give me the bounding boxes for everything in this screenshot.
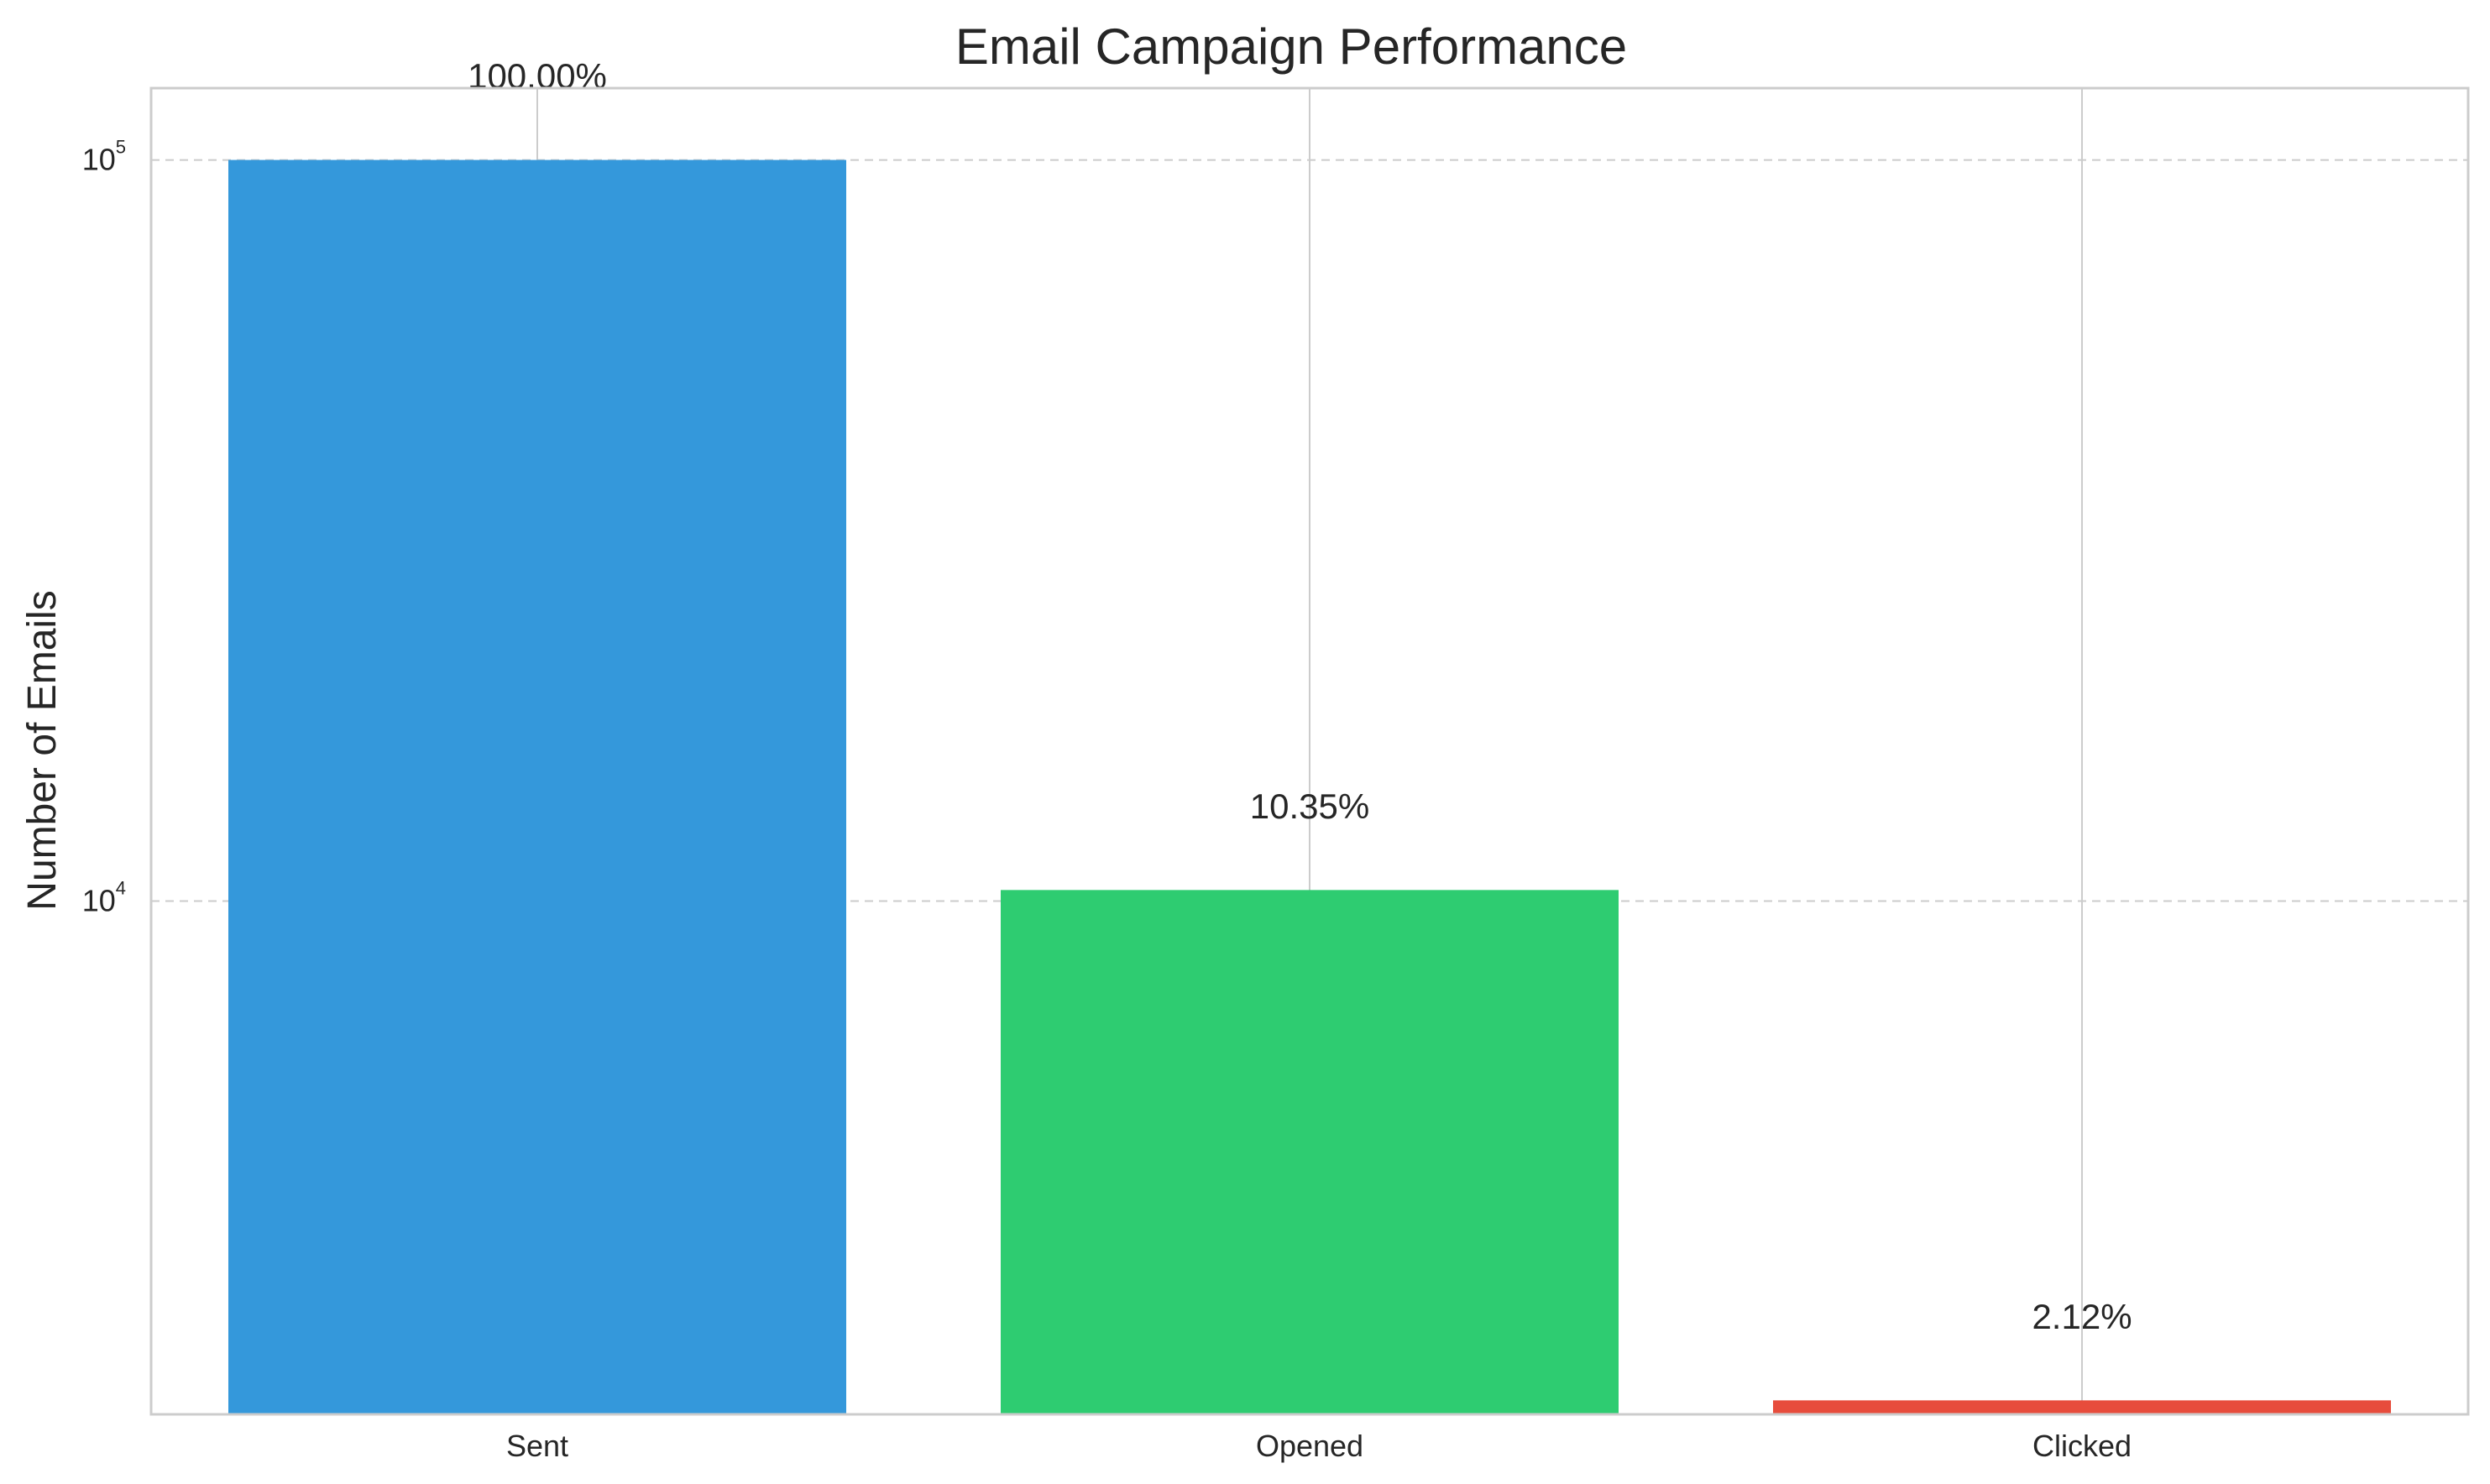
x-tick-label-opened: Opened xyxy=(1256,1429,1363,1463)
bar-clicked xyxy=(1773,1400,2391,1414)
x-tick-label-clicked: Clicked xyxy=(2032,1429,2132,1463)
plot-frame xyxy=(149,86,2470,1416)
data-label-clicked: 2.12% xyxy=(2032,1297,2132,1336)
bar-sent xyxy=(228,159,846,1414)
data-label-opened: 10.35% xyxy=(1250,786,1369,826)
y-tick-label: 105 xyxy=(82,137,126,177)
x-tick-label-sent: Sent xyxy=(506,1429,568,1463)
bars-layer xyxy=(228,159,2391,1414)
ticks-layer: 104 105 Sent Opened Clicked xyxy=(82,137,2132,1463)
bar-opened xyxy=(1001,890,1619,1414)
y-axis-label: Number of Emails xyxy=(20,590,65,910)
y-tick-label: 104 xyxy=(82,878,126,918)
data-label-sent: 100.00% xyxy=(468,56,607,96)
chart-title: Email Campaign Performance xyxy=(955,18,1627,75)
